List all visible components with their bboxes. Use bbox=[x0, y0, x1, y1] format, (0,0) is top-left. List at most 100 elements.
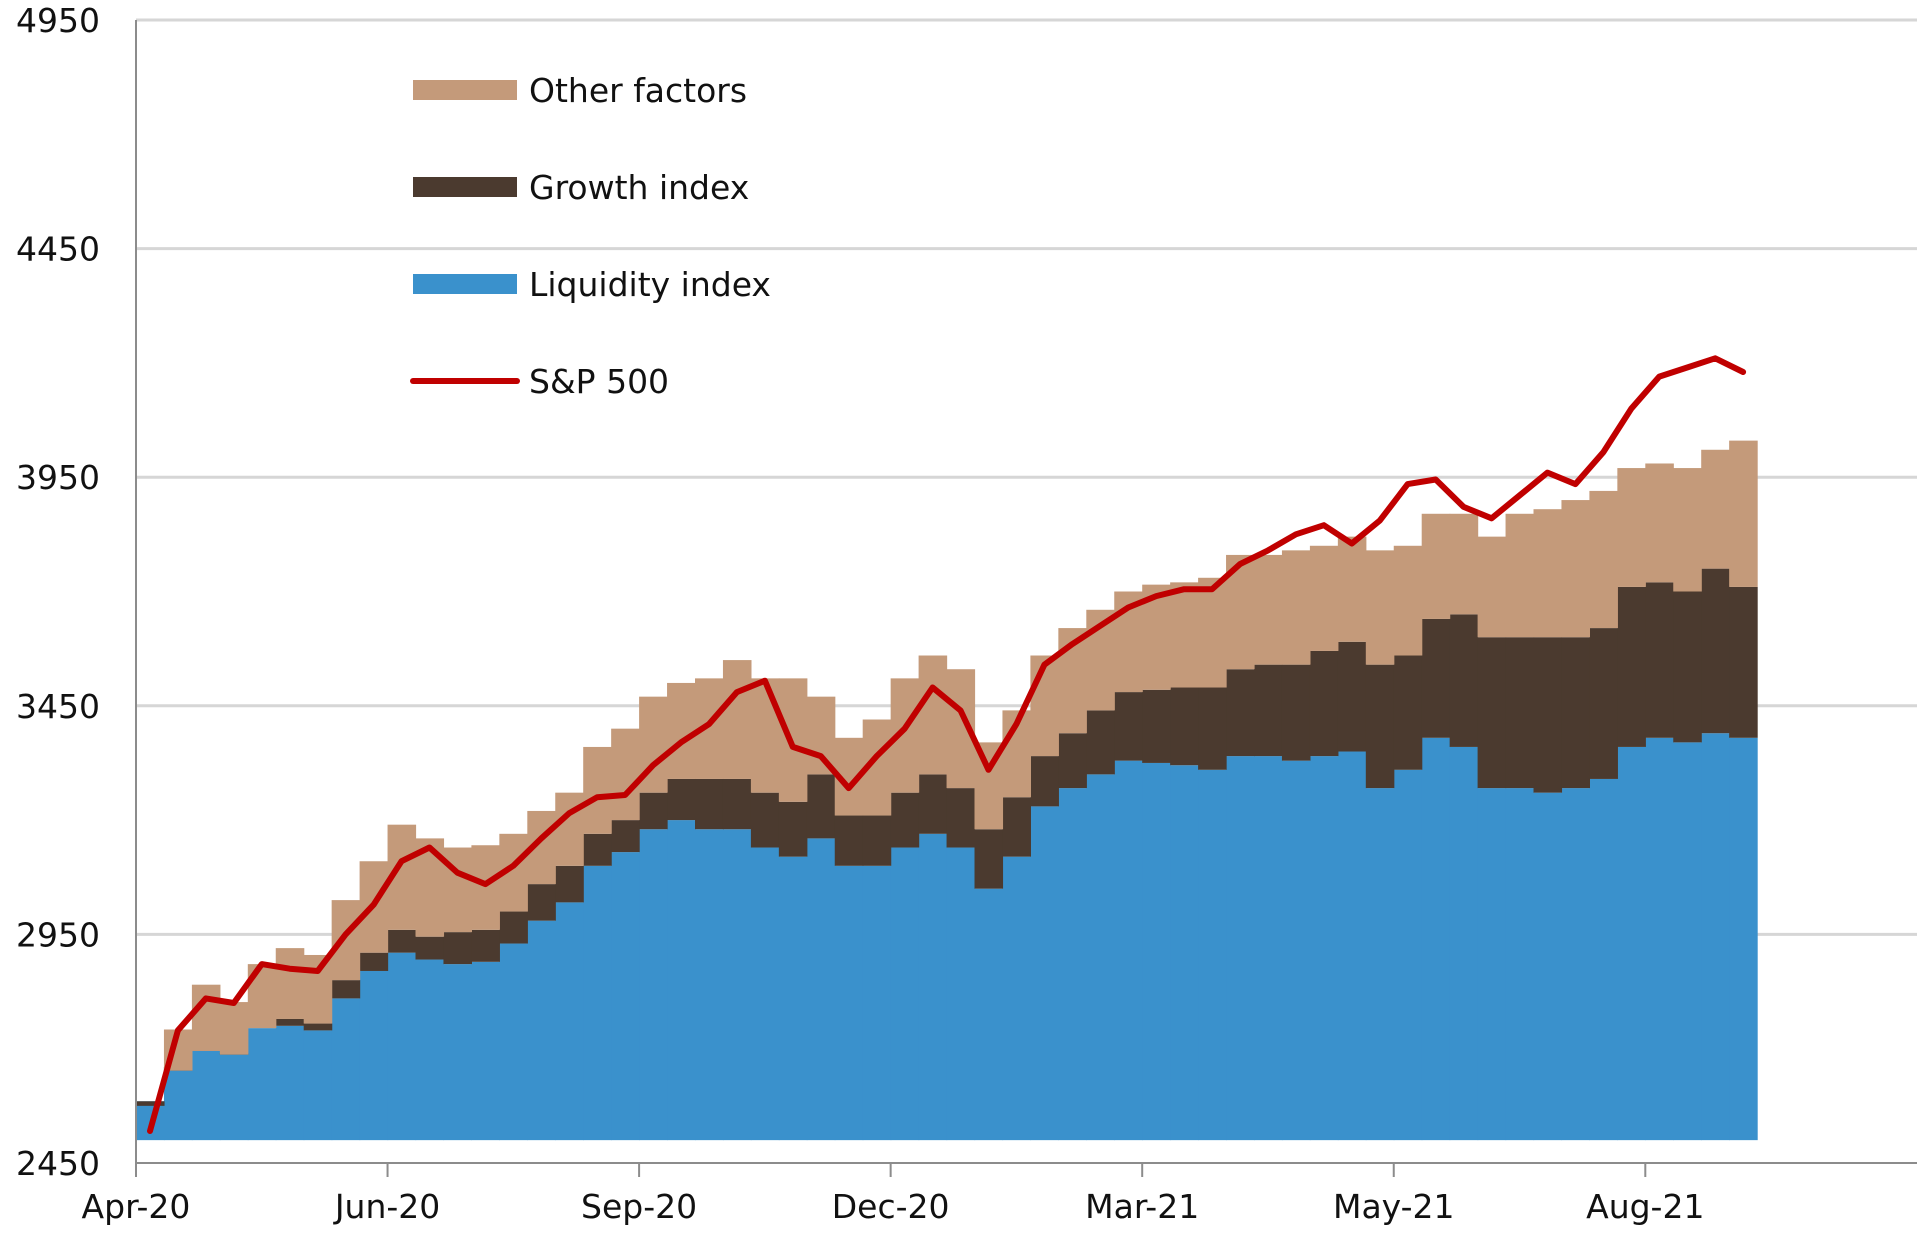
growth-index-area-bar bbox=[1086, 710, 1115, 775]
growth-index-area-bar bbox=[555, 865, 584, 903]
other-factors-area-bar bbox=[1589, 490, 1618, 629]
liquidity-index-area-bar bbox=[1281, 760, 1311, 1141]
growth-index-area-bar bbox=[1281, 664, 1311, 761]
growth-index-area-bar bbox=[1393, 655, 1423, 770]
other-factors-area-bar bbox=[667, 682, 696, 779]
liquidity-index-area-bar bbox=[918, 833, 948, 1141]
growth-index-area-bar bbox=[303, 1023, 333, 1031]
liquidity-index-area-bar bbox=[1086, 774, 1115, 1141]
other-factors-area-bar bbox=[1421, 513, 1451, 619]
liquidity-index-area-bar bbox=[219, 1053, 249, 1141]
growth-index-area-bar bbox=[1198, 687, 1227, 770]
growth-index-area-bar bbox=[1421, 618, 1451, 738]
growth-index-area-bar bbox=[1589, 628, 1618, 779]
growth-index-area-bar bbox=[1533, 637, 1563, 793]
growth-index-area-bar bbox=[471, 929, 500, 962]
other-factors-area-bar bbox=[555, 792, 584, 866]
liquidity-index-area-bar bbox=[1449, 746, 1479, 1141]
liquidity-index-area-bar bbox=[163, 1066, 193, 1141]
x-tick-label: Dec-20 bbox=[832, 1187, 950, 1226]
liquidity-index-area-bar bbox=[834, 865, 864, 1141]
liquidity-index-area-bar bbox=[974, 888, 1004, 1141]
growth-index-area-bar bbox=[834, 815, 864, 866]
y-tick-label: 2950 bbox=[16, 915, 100, 954]
legend-swatch-liquidity-index bbox=[413, 274, 517, 294]
liquidity-index-area-bar bbox=[1617, 746, 1646, 1141]
y-tick-label: 3950 bbox=[16, 458, 100, 497]
liquidity-index-area-bar bbox=[415, 959, 445, 1141]
other-factors-area-bar bbox=[471, 845, 500, 930]
other-factors-area-bar bbox=[219, 1002, 249, 1055]
other-factors-area-bar bbox=[1505, 513, 1535, 638]
growth-index-area-bar bbox=[639, 792, 668, 830]
other-factors-area-bar bbox=[1617, 468, 1646, 587]
growth-index-area-bar bbox=[695, 778, 724, 830]
other-factors-area-bar bbox=[1645, 463, 1674, 583]
y-tick-label: 4950 bbox=[16, 1, 100, 40]
growth-index-area-bar bbox=[1030, 756, 1059, 807]
liquidity-index-area-bar bbox=[1393, 769, 1423, 1141]
other-factors-area-bar bbox=[1673, 468, 1702, 592]
x-tick-label: Mar-21 bbox=[1085, 1187, 1199, 1226]
liquidity-index-area-bar bbox=[862, 865, 892, 1141]
y-tick-label: 3450 bbox=[16, 687, 100, 726]
liquidity-index-area-bar bbox=[778, 856, 808, 1141]
liquidity-index-area-bar bbox=[1589, 778, 1618, 1141]
growth-index-area-bar bbox=[499, 911, 528, 944]
growth-index-area-bar bbox=[1142, 689, 1171, 763]
liquidity-index-area-bar bbox=[1198, 769, 1227, 1141]
liquidity-index-area-bar bbox=[1002, 856, 1031, 1141]
growth-index-area-bar bbox=[1002, 797, 1031, 857]
other-factors-area-bar bbox=[1281, 550, 1311, 665]
other-factors-area-bar bbox=[611, 728, 640, 821]
other-factors-area-bar bbox=[1561, 500, 1590, 638]
other-factors-area-bar bbox=[918, 655, 948, 775]
growth-index-area-bar bbox=[1337, 641, 1367, 752]
growth-index-area-bar bbox=[611, 820, 640, 853]
x-tick-label: Sep-20 bbox=[581, 1187, 697, 1226]
liquidity-index-area-bar bbox=[247, 1028, 277, 1141]
x-tick-label: May-21 bbox=[1333, 1187, 1455, 1226]
liquidity-index-area-bar bbox=[1142, 762, 1171, 1141]
legend-label-growth-index: Growth index bbox=[529, 168, 749, 207]
growth-index-area-bar bbox=[1729, 586, 1758, 738]
liquidity-index-area-bar bbox=[1561, 788, 1590, 1141]
legend-label-s-p-500: S&P 500 bbox=[529, 362, 669, 401]
growth-index-area-bar bbox=[1617, 586, 1646, 747]
x-tick-label: Jun-20 bbox=[333, 1187, 440, 1226]
liquidity-index-area-bar bbox=[667, 820, 696, 1141]
growth-index-area-bar bbox=[527, 884, 556, 921]
sp500-line-layer bbox=[147, 355, 1747, 1134]
other-factors-area-bar bbox=[1309, 545, 1339, 651]
liquidity-index-area-bar bbox=[890, 847, 920, 1141]
growth-index-area-bar bbox=[722, 778, 752, 830]
growth-index-area-bar bbox=[1226, 669, 1255, 757]
liquidity-index-area-bar bbox=[1058, 788, 1087, 1141]
liquidity-index-area-bar bbox=[471, 961, 500, 1141]
liquidity-index-area-bar bbox=[387, 952, 417, 1141]
liquidity-index-area-bar bbox=[191, 1048, 221, 1141]
growth-index-area-bar bbox=[806, 774, 836, 839]
legend-swatch-other-factors bbox=[413, 80, 517, 100]
growth-index-area-bar bbox=[1365, 664, 1395, 789]
liquidity-index-area-bar bbox=[1477, 788, 1507, 1141]
other-factors-area-bar bbox=[1170, 582, 1199, 688]
growth-index-area-bar bbox=[1673, 591, 1702, 743]
other-factors-area-bar bbox=[1701, 449, 1730, 569]
growth-index-area-bar bbox=[750, 792, 780, 848]
growth-index-area-bar bbox=[1449, 614, 1479, 747]
liquidity-index-area-bar bbox=[1645, 737, 1674, 1141]
growth-index-area-bar bbox=[778, 801, 808, 857]
x-tick-label: Apr-20 bbox=[82, 1187, 191, 1226]
liquidity-index-area-bar bbox=[303, 1030, 333, 1141]
other-factors-area-bar bbox=[331, 900, 361, 981]
liquidity-index-area-bar bbox=[639, 829, 668, 1141]
liquidity-index-area-bar bbox=[1701, 733, 1730, 1141]
other-factors-area-bar bbox=[1729, 440, 1758, 587]
liquidity-index-area-bar bbox=[527, 920, 556, 1141]
legend: Other factors Growth index Liquidity index… bbox=[410, 71, 771, 401]
liquidity-index-area-bar bbox=[331, 998, 361, 1141]
liquidity-index-area-bar bbox=[1337, 751, 1367, 1141]
other-factors-area-bar bbox=[1337, 536, 1367, 642]
other-factors-area-bar bbox=[1533, 509, 1563, 638]
